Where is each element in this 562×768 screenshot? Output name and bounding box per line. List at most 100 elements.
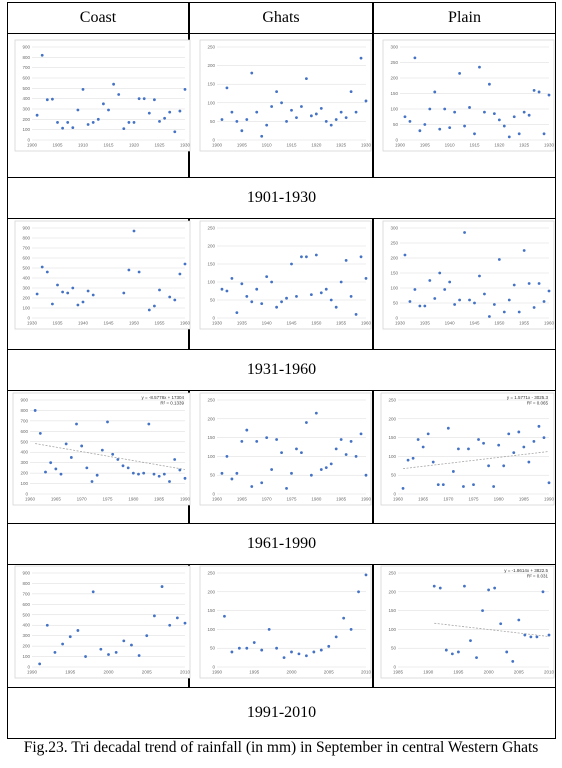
- data-point: [488, 315, 491, 318]
- data-point: [547, 633, 551, 637]
- data-point: [230, 277, 234, 280]
- data-point: [492, 112, 496, 116]
- data-point: [314, 112, 318, 116]
- data-point: [230, 110, 234, 114]
- data-point: [450, 652, 454, 656]
- data-point: [116, 458, 120, 461]
- data-point: [497, 118, 501, 122]
- data-point: [497, 258, 501, 261]
- x-tick-label: 2000: [103, 670, 114, 675]
- x-tick-label: 1960: [212, 497, 223, 502]
- data-point: [260, 648, 264, 652]
- x-tick-label: 1940: [78, 321, 89, 326]
- data-point: [413, 56, 417, 60]
- data-point: [517, 310, 521, 314]
- data-point: [487, 464, 490, 468]
- data-point: [319, 468, 323, 471]
- x-tick-label: 1955: [154, 321, 165, 326]
- data-point: [53, 650, 57, 654]
- data-point: [280, 101, 283, 105]
- data-point: [45, 623, 49, 627]
- data-point: [168, 295, 172, 299]
- y-tick-label: 800: [22, 55, 30, 60]
- data-point: [81, 87, 85, 91]
- data-point: [260, 302, 264, 305]
- y-tick-label: 150: [207, 435, 215, 440]
- trend-r-squared: R² = 0.031: [527, 574, 549, 579]
- y-tick-label: 100: [207, 100, 215, 105]
- data-point: [433, 90, 437, 94]
- y-tick-label: 400: [22, 623, 30, 628]
- y-tick-label: 250: [390, 241, 398, 246]
- data-point: [38, 432, 42, 435]
- x-tick-label: 1915: [469, 143, 480, 148]
- data-point: [349, 295, 353, 298]
- x-tick-label: 1985: [393, 670, 404, 675]
- y-tick-label: 50: [391, 473, 397, 478]
- y-tick-label: 300: [20, 460, 28, 465]
- data-point: [51, 302, 54, 306]
- chart-ghats-1931-1960: 0 50 100 150 200 250 1930 1935 1940 1945 1950 1955 1…: [199, 220, 372, 330]
- x-tick-label: 1995: [65, 670, 76, 675]
- data-point: [349, 628, 353, 631]
- x-tick-label: 1970: [443, 497, 454, 502]
- x-tick-label: 1985: [154, 497, 165, 502]
- data-point: [517, 430, 521, 434]
- data-point: [285, 486, 288, 490]
- data-point: [364, 573, 368, 577]
- data-point: [537, 282, 541, 285]
- data-point: [334, 635, 338, 639]
- x-tick-label: 1905: [420, 143, 431, 148]
- x-tick-label: 1915: [286, 143, 297, 148]
- data-point: [535, 635, 539, 639]
- data-point: [68, 635, 72, 639]
- x-tick-label: 1920: [494, 143, 505, 148]
- data-point: [250, 300, 254, 304]
- data-point: [426, 432, 430, 436]
- data-point: [532, 306, 536, 309]
- data-point: [290, 471, 293, 475]
- data-point: [49, 461, 53, 465]
- y-tick-label: 100: [207, 454, 215, 459]
- data-point: [252, 641, 256, 644]
- data-point: [137, 472, 140, 476]
- data-point: [220, 471, 224, 475]
- data-point: [168, 110, 172, 114]
- data-point: [463, 124, 466, 128]
- data-point: [183, 621, 187, 625]
- y-tick-label: 100: [20, 481, 28, 486]
- x-tick-label: 1935: [237, 321, 248, 326]
- x-tick-label: 1930: [27, 321, 38, 326]
- x-tick-label: 1990: [212, 670, 223, 675]
- x-tick-label: 1910: [262, 143, 273, 148]
- y-tick-label: 0: [395, 138, 398, 143]
- data-point: [76, 629, 80, 632]
- data-point: [33, 409, 37, 412]
- data-point: [91, 293, 95, 297]
- y-tick-label: 400: [22, 276, 30, 281]
- data-point: [183, 476, 187, 480]
- period-label: 1991-2010: [246, 704, 317, 721]
- data-point: [448, 126, 452, 129]
- x-tick-label: 1950: [494, 321, 505, 326]
- data-point: [428, 279, 432, 282]
- chart-frame: [14, 220, 191, 330]
- x-tick-label: 1925: [519, 143, 530, 148]
- data-point: [364, 473, 368, 477]
- x-tick-label: 1900: [27, 143, 38, 148]
- data-point: [339, 280, 343, 284]
- data-point: [451, 470, 455, 473]
- data-point: [511, 659, 515, 663]
- data-point: [157, 474, 161, 478]
- data-point: [448, 280, 452, 284]
- data-point: [502, 124, 506, 128]
- y-tick-label: 250: [207, 398, 215, 403]
- x-tick-label: 1930: [180, 143, 191, 148]
- data-point: [40, 265, 44, 269]
- data-point: [153, 98, 156, 102]
- data-point: [230, 477, 234, 481]
- chart-frame: [199, 392, 372, 506]
- data-point: [235, 311, 239, 314]
- x-tick-label: 1960: [361, 321, 372, 326]
- data-point: [45, 98, 49, 102]
